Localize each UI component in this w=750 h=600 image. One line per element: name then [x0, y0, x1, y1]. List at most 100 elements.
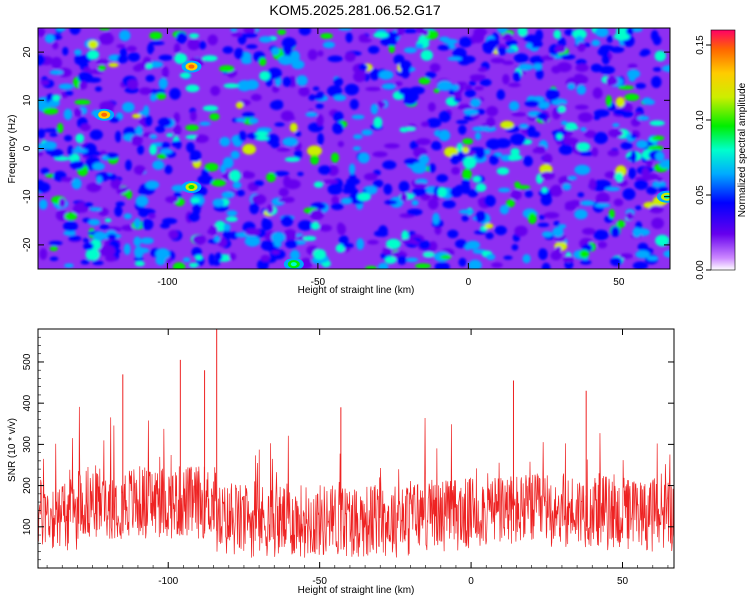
spectrogram-cell [470, 74, 483, 82]
spectrogram-cell [655, 151, 665, 162]
spectrogram-cell [108, 62, 119, 68]
spectrogram-cell [127, 79, 139, 90]
spectrogram-cell [574, 209, 588, 220]
spectrogram-cell [330, 152, 340, 163]
spectrogram-cell [637, 115, 650, 121]
spectrogram-cell [75, 145, 82, 152]
spectrogram-cell [429, 63, 441, 73]
spectrogram-cell [160, 222, 170, 229]
spectrogram-cell [508, 101, 520, 111]
spectrogram-cell [333, 77, 344, 87]
spectrogram-cell [475, 211, 487, 223]
spectrogram-cell [612, 123, 620, 128]
spectrogram-cell [317, 50, 324, 57]
spectrogram-cell [241, 58, 253, 65]
spectrogram-cell [618, 85, 635, 90]
spectrogram-cell [536, 112, 548, 121]
spectrogram-cell [485, 232, 494, 240]
spectrogram-cell [82, 238, 89, 243]
colorbar-tick-label: 0.10 [695, 110, 706, 130]
spectrogram-cell [455, 239, 467, 249]
spectrogram-cell [613, 109, 627, 116]
spectrogram-cell [632, 227, 642, 238]
spectrogram-cell [74, 108, 83, 117]
spectrogram-cell [384, 31, 401, 39]
spectrogram-blobs [38, 28, 670, 269]
spectrogram-cell [337, 141, 344, 148]
spectrogram-peak [181, 60, 202, 73]
spectrogram-cell [357, 192, 371, 202]
bottom-panel: -100 -50 0 50 100 200 300 400 500 Height of str… [7, 328, 675, 596]
spectrogram-cell [49, 69, 64, 75]
spectrogram-cell [236, 189, 245, 197]
spectrogram-cell [376, 101, 386, 108]
spectrogram-cell [420, 49, 433, 61]
spectrogram-cell [475, 183, 487, 192]
spectrogram-cell [69, 28, 81, 35]
spectrogram-cell [212, 198, 225, 207]
spectrogram-cell [327, 85, 343, 97]
spectrogram-cell [199, 121, 211, 126]
spectrogram-cell [358, 63, 368, 71]
spectrogram-cell [243, 28, 257, 34]
colorbar: 0.00 0.05 0.10 0.15 Normalized spectral amp… [695, 29, 748, 280]
spectrogram-cell [271, 47, 280, 56]
spectrogram-cell [472, 175, 482, 183]
spectrogram-cell [577, 192, 585, 198]
spectrogram-cell [412, 182, 428, 189]
spectrogram-cell [101, 155, 109, 161]
spectrogram-cell [311, 221, 320, 230]
spectrogram-cell [208, 225, 218, 236]
spectrogram-cell [447, 56, 463, 61]
spectrogram-cell [524, 190, 534, 198]
spectrogram-cell [282, 116, 296, 121]
spectrogram-cell [277, 29, 287, 35]
spectrogram-cell [63, 230, 76, 236]
spectrogram-cell [249, 202, 260, 215]
spectrogram-cell [378, 262, 389, 269]
spectrogram-cell [303, 235, 317, 241]
spectrogram-cell [261, 219, 273, 231]
spectrogram-cell [458, 125, 467, 135]
spectrogram-cell [505, 39, 518, 47]
spectrogram-cell [540, 171, 555, 180]
spectrogram-cell [498, 187, 511, 193]
spectrogram-cell [541, 231, 553, 238]
spectrogram-cell [461, 179, 470, 187]
spectrogram-cell [434, 225, 442, 235]
spectrogram-cell [150, 93, 157, 102]
spectrogram-cell [318, 165, 332, 175]
spectrogram-cell [499, 204, 509, 215]
spectrogram-cell [49, 256, 59, 261]
spectrogram-cell [89, 207, 102, 212]
spectrogram-cell [137, 144, 145, 155]
spectrogram-cell [202, 105, 219, 112]
spectrogram-cell [158, 77, 168, 90]
spectrogram-cell [63, 108, 73, 121]
spectrogram-cell [363, 173, 378, 181]
spectrogram-cell [450, 154, 460, 165]
spectrogram-cell [577, 42, 586, 52]
spectrogram-cell [632, 261, 649, 269]
spectrogram-cell [316, 91, 325, 100]
spectrogram-cell [266, 204, 274, 214]
spectrogram-cell [289, 249, 300, 261]
spectrogram-cell [148, 213, 156, 219]
spectrogram-cell [40, 167, 50, 175]
spectrogram-cell [605, 76, 618, 86]
spectrogram-cell [581, 243, 593, 252]
spectrogram-cell [144, 115, 153, 127]
spectrogram-cell [572, 28, 587, 40]
spectrogram-cell [274, 122, 285, 127]
bottom-x-tick-label: 0 [468, 576, 474, 587]
spectrogram-cell [359, 38, 372, 43]
spectrogram-cell [438, 110, 451, 123]
spectrogram-cell [437, 44, 450, 51]
spectrogram-cell [418, 77, 431, 85]
spectrogram-cell [158, 54, 173, 61]
spectrogram-cell [456, 119, 469, 125]
spectrogram-cell [466, 240, 480, 250]
spectrogram-cell [365, 265, 378, 269]
spectrogram-cell [637, 242, 649, 251]
spectrogram-cell [514, 225, 528, 237]
